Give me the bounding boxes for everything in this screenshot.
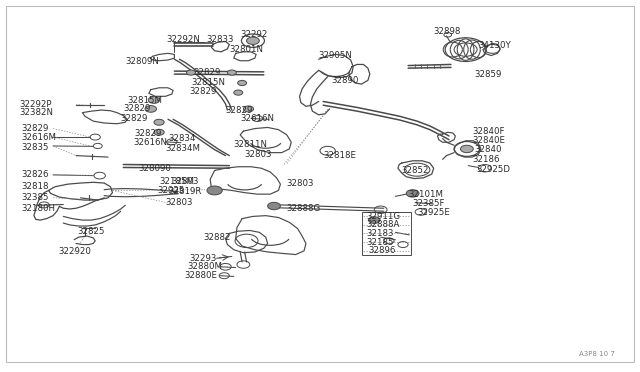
Text: 32616N: 32616N bbox=[134, 138, 168, 147]
Text: 32829: 32829 bbox=[21, 124, 49, 133]
Text: 32801N: 32801N bbox=[229, 45, 263, 54]
Text: 32803: 32803 bbox=[287, 179, 314, 187]
Text: 32385: 32385 bbox=[21, 193, 49, 202]
Text: 32382N: 32382N bbox=[20, 109, 54, 118]
Text: 32833: 32833 bbox=[206, 35, 234, 44]
Text: 32834: 32834 bbox=[168, 134, 195, 143]
Text: 32840E: 32840E bbox=[472, 136, 505, 145]
Circle shape bbox=[148, 97, 160, 103]
Text: 32185M: 32185M bbox=[159, 177, 194, 186]
Text: 32803: 32803 bbox=[172, 177, 199, 186]
Text: 32616M: 32616M bbox=[21, 132, 56, 142]
Text: 32825: 32825 bbox=[77, 227, 105, 236]
Text: 32840: 32840 bbox=[474, 145, 502, 154]
Text: 32180H: 32180H bbox=[21, 204, 55, 213]
Text: 32818E: 32818E bbox=[323, 151, 356, 160]
Circle shape bbox=[268, 202, 280, 210]
Text: 32809N: 32809N bbox=[125, 57, 159, 66]
Text: 32829: 32829 bbox=[189, 87, 216, 96]
Text: 32829: 32829 bbox=[193, 68, 221, 77]
Text: 32815N: 32815N bbox=[191, 78, 225, 87]
Text: 32911G: 32911G bbox=[366, 212, 400, 221]
Text: 32888A: 32888A bbox=[366, 221, 399, 230]
Text: 32925E: 32925E bbox=[417, 208, 450, 217]
Text: 32829: 32829 bbox=[135, 129, 162, 138]
Text: 32818: 32818 bbox=[21, 182, 49, 191]
Text: 32292P: 32292P bbox=[20, 100, 52, 109]
Text: 32890: 32890 bbox=[332, 76, 359, 85]
Text: 32880E: 32880E bbox=[184, 271, 218, 280]
Text: 32859: 32859 bbox=[474, 70, 502, 78]
Circle shape bbox=[237, 80, 246, 86]
Text: 32880M: 32880M bbox=[187, 262, 222, 271]
Circle shape bbox=[234, 90, 243, 95]
Text: 32385F: 32385F bbox=[413, 199, 445, 208]
Text: 32186: 32186 bbox=[472, 155, 499, 164]
Text: 32882: 32882 bbox=[204, 232, 231, 242]
Text: 32925D: 32925D bbox=[476, 165, 511, 174]
Circle shape bbox=[243, 106, 253, 112]
Text: 32803: 32803 bbox=[244, 150, 272, 159]
Circle shape bbox=[461, 145, 473, 153]
Text: 32829: 32829 bbox=[124, 105, 150, 113]
Text: 322920: 322920 bbox=[58, 247, 91, 256]
Text: 328090: 328090 bbox=[138, 164, 171, 173]
FancyBboxPatch shape bbox=[362, 212, 411, 255]
Circle shape bbox=[186, 70, 195, 75]
Circle shape bbox=[154, 129, 164, 135]
Text: 32826: 32826 bbox=[21, 170, 49, 179]
Circle shape bbox=[369, 217, 380, 224]
Text: 32925: 32925 bbox=[157, 186, 184, 195]
Text: 32292: 32292 bbox=[240, 30, 268, 39]
Text: 32896: 32896 bbox=[368, 246, 396, 255]
Text: 32852: 32852 bbox=[402, 166, 429, 175]
Text: 32293: 32293 bbox=[189, 254, 216, 263]
Text: 32829: 32829 bbox=[121, 114, 148, 123]
Text: 32803: 32803 bbox=[166, 198, 193, 207]
Circle shape bbox=[154, 119, 164, 125]
Text: 32101M: 32101M bbox=[408, 190, 443, 199]
Text: 32811N: 32811N bbox=[234, 140, 268, 149]
Circle shape bbox=[406, 190, 419, 197]
Text: A3P8 10 7: A3P8 10 7 bbox=[579, 350, 614, 356]
Text: 34130Y: 34130Y bbox=[478, 41, 511, 51]
Text: 32834M: 32834M bbox=[166, 144, 200, 153]
Text: 32888G: 32888G bbox=[287, 205, 321, 214]
Text: 32898: 32898 bbox=[434, 26, 461, 36]
Circle shape bbox=[246, 37, 259, 44]
Circle shape bbox=[207, 186, 222, 195]
Text: 32840F: 32840F bbox=[472, 126, 504, 136]
Text: 32835: 32835 bbox=[21, 142, 49, 151]
Text: 32905N: 32905N bbox=[319, 51, 353, 60]
Text: 32185: 32185 bbox=[366, 238, 394, 247]
Circle shape bbox=[227, 70, 236, 75]
Text: 32616N: 32616N bbox=[240, 114, 274, 123]
Text: 32829: 32829 bbox=[225, 106, 253, 115]
Text: 32815M: 32815M bbox=[127, 96, 162, 105]
Circle shape bbox=[145, 106, 157, 112]
Text: 32292N: 32292N bbox=[167, 35, 200, 44]
Text: 32183: 32183 bbox=[366, 229, 394, 238]
Text: 32819R: 32819R bbox=[168, 187, 202, 196]
